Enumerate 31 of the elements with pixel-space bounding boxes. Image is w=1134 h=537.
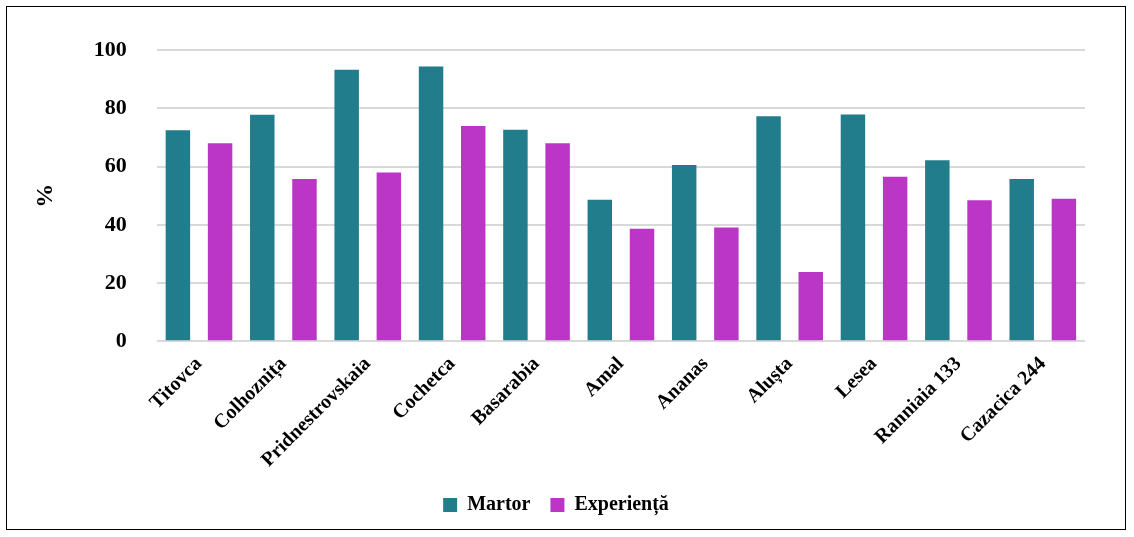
bar bbox=[292, 178, 317, 341]
bar bbox=[334, 69, 359, 341]
legend-label: Martor bbox=[467, 492, 531, 515]
bar bbox=[503, 129, 528, 341]
y-tick-label: 100 bbox=[93, 35, 127, 61]
bar bbox=[671, 164, 697, 341]
bar bbox=[545, 143, 570, 341]
bar bbox=[1051, 198, 1077, 341]
bar bbox=[967, 200, 992, 341]
y-tick-label: 20 bbox=[104, 268, 127, 294]
y-tick-label: 80 bbox=[104, 94, 127, 120]
bar bbox=[461, 125, 486, 341]
bar bbox=[882, 176, 908, 341]
bar bbox=[629, 228, 655, 341]
bar bbox=[756, 116, 781, 341]
y-tick-label: 0 bbox=[115, 327, 127, 353]
legend-label: Experiență bbox=[574, 492, 669, 517]
bar bbox=[587, 199, 613, 341]
bar bbox=[840, 114, 866, 341]
bar bbox=[165, 130, 191, 341]
bar bbox=[207, 143, 233, 341]
bar bbox=[925, 160, 950, 341]
y-tick-label: 60 bbox=[104, 152, 127, 178]
bar bbox=[798, 272, 823, 341]
bar bbox=[714, 227, 739, 341]
y-axis-title: % bbox=[30, 183, 57, 208]
bar bbox=[418, 66, 444, 341]
bar bbox=[250, 114, 275, 341]
bar bbox=[376, 172, 402, 341]
bar bbox=[1009, 178, 1034, 341]
y-tick-label: 40 bbox=[104, 210, 127, 236]
